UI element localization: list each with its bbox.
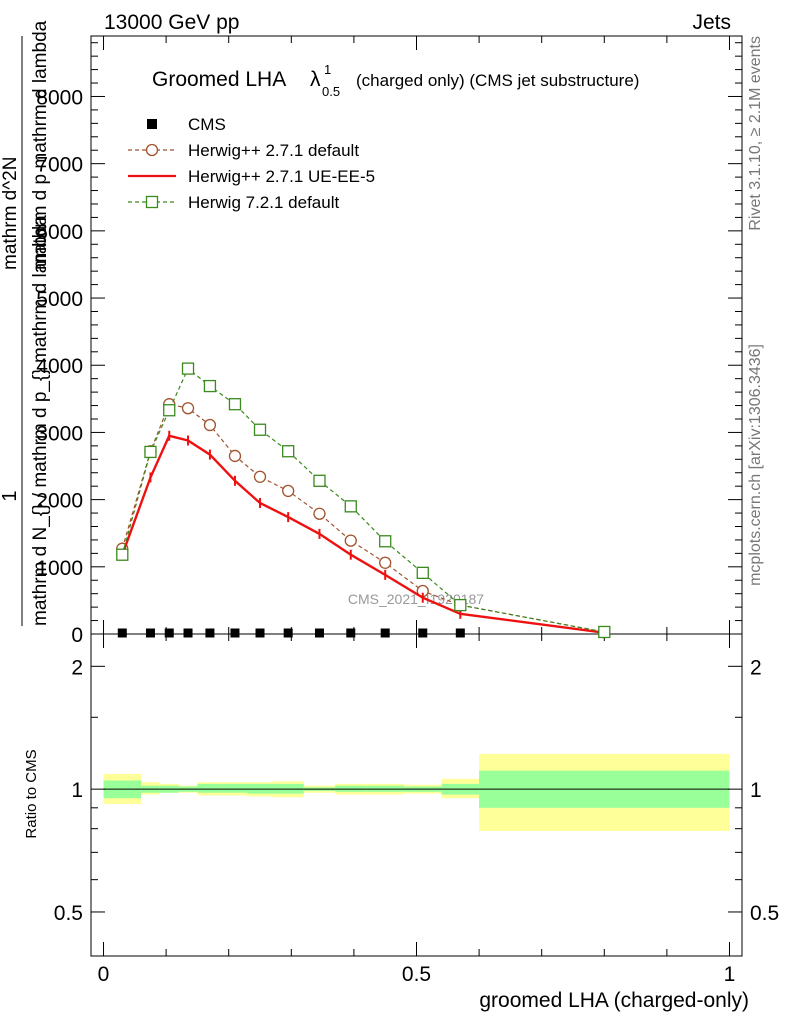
cms-point: [418, 628, 428, 638]
ratio-axis-ticks: 0.5 0.5 1 1 2 2 0 0.5 1: [54, 634, 779, 986]
cms-data-points: [117, 628, 465, 638]
ratio-band-green: [222, 783, 248, 793]
title-rest: (charged only) (CMS jet substructure): [356, 71, 639, 90]
y-axis-label: 1 mathrm d N_{} / mathrm d p_{} mathrm d…: [0, 20, 51, 626]
y-tick-label: 7000: [36, 154, 83, 177]
ratio-y-label: Ratio to CMS: [23, 749, 40, 838]
legend-cms-marker: [147, 119, 157, 129]
series-2-point: [181, 362, 195, 375]
cms-point: [346, 628, 356, 638]
y-label-denominator: mathrm d N_{} / mathrm d p_{} mathrm d l…: [30, 215, 51, 626]
x-tick-label: 0.5: [402, 963, 431, 986]
ratio-y-tick-label-right: 2: [750, 656, 762, 679]
cms-point: [145, 628, 155, 638]
header-energy: 13000 GeV pp: [104, 11, 239, 34]
cms-point: [230, 628, 240, 638]
series-2-point: [416, 566, 429, 580]
legend-series-0-marker: [145, 143, 159, 157]
legend-series-2-marker: [145, 195, 159, 209]
title-symbol: λ: [310, 68, 321, 91]
ratio-y-tick-label-right: 0.5: [750, 902, 779, 925]
series-2-point: [454, 598, 467, 612]
plot-title: Groomed LHA λ 1 0.5 (charged only) (CMS …: [152, 62, 639, 99]
y-tick-label: 6000: [36, 221, 83, 244]
legend-series-2-label: Herwig 7.2.1 default: [188, 193, 339, 212]
y-tick-label: 2000: [36, 490, 83, 513]
series-2-point: [144, 445, 157, 459]
series-2-point: [598, 625, 611, 639]
x-tick-label: 0: [98, 963, 110, 986]
main-axis-ticks: 0 1000 2000 3000 4000 5000 6000 7000 8000: [36, 36, 742, 647]
y-label-upper-numerator: mathrm d^2N: [0, 157, 21, 270]
series-0-point: [313, 507, 326, 520]
series-0-point: [203, 418, 217, 432]
header-jets: Jets: [692, 11, 731, 34]
cms-point: [255, 628, 265, 638]
cms-point: [117, 628, 127, 638]
series-2-point: [163, 404, 176, 417]
series-0-point: [181, 402, 195, 415]
cms-point: [183, 628, 193, 638]
cms-point: [164, 628, 174, 638]
title-subscript: 0.5: [322, 84, 340, 99]
series-2-point: [228, 398, 242, 411]
side-rivet-label: Rivet 3.1.10, ≥ 2.1M events: [747, 36, 764, 231]
legend-series-1-label: Herwig++ 2.7.1 UE-EE-5: [188, 167, 375, 186]
series-2-point: [379, 535, 392, 548]
y-label-numerator: 1: [0, 490, 21, 501]
ratio-y-tick-label: 0.5: [54, 902, 83, 925]
series-2-point: [203, 379, 217, 393]
cms-point: [205, 628, 215, 638]
series-0-point: [379, 556, 392, 569]
ratio-bands: [103, 753, 730, 831]
y-tick-label: 5000: [36, 288, 83, 311]
ratio-y-tick-label: 2: [71, 656, 83, 679]
cms-point: [455, 628, 465, 638]
cms-point: [380, 628, 390, 638]
y-label-upper-denominator: mathrm d p mathrm d lambda: [30, 20, 51, 270]
series-0-point: [344, 534, 357, 547]
series-2-point: [313, 474, 326, 487]
legend-cms-label: CMS: [188, 115, 226, 134]
y-tick-label: 0: [71, 624, 83, 647]
title-main: Groomed LHA: [152, 68, 286, 91]
series-2-point: [344, 500, 357, 513]
legend-series-0-label: Herwig++ 2.7.1 default: [188, 141, 359, 160]
analysis-watermark: CMS_2021_I1920187: [348, 591, 484, 607]
series-1-line: [121, 434, 605, 634]
ratio-y-tick-label-right: 1: [750, 779, 762, 802]
y-tick-label: 1000: [36, 557, 83, 580]
y-tick-label: 8000: [36, 86, 83, 109]
ratio-band-green: [197, 783, 223, 793]
series-0-point: [228, 449, 242, 463]
title-superscript: 1: [324, 62, 331, 77]
series-layer: [116, 362, 611, 639]
series-0-point: [282, 484, 295, 498]
cms-point: [314, 628, 324, 638]
series-2-line: [121, 367, 605, 633]
series-2-point: [282, 445, 295, 458]
y-tick-label: 4000: [36, 355, 83, 378]
series-2-point: [253, 423, 267, 436]
y-tick-label: 3000: [36, 422, 83, 445]
ratio-y-tick-label: 1: [71, 779, 83, 802]
series-2-point: [116, 548, 129, 561]
x-tick-label: 1: [724, 963, 736, 986]
x-axis-label: groomed LHA (charged-only): [479, 989, 749, 1012]
side-mcplots-label: mcplots.cern.ch [arXiv:1306.3436]: [747, 344, 764, 586]
cms-point: [283, 628, 293, 638]
series-0-point: [253, 470, 267, 483]
legend: CMS Herwig++ 2.7.1 default Herwig++ 2.7.…: [128, 115, 375, 212]
